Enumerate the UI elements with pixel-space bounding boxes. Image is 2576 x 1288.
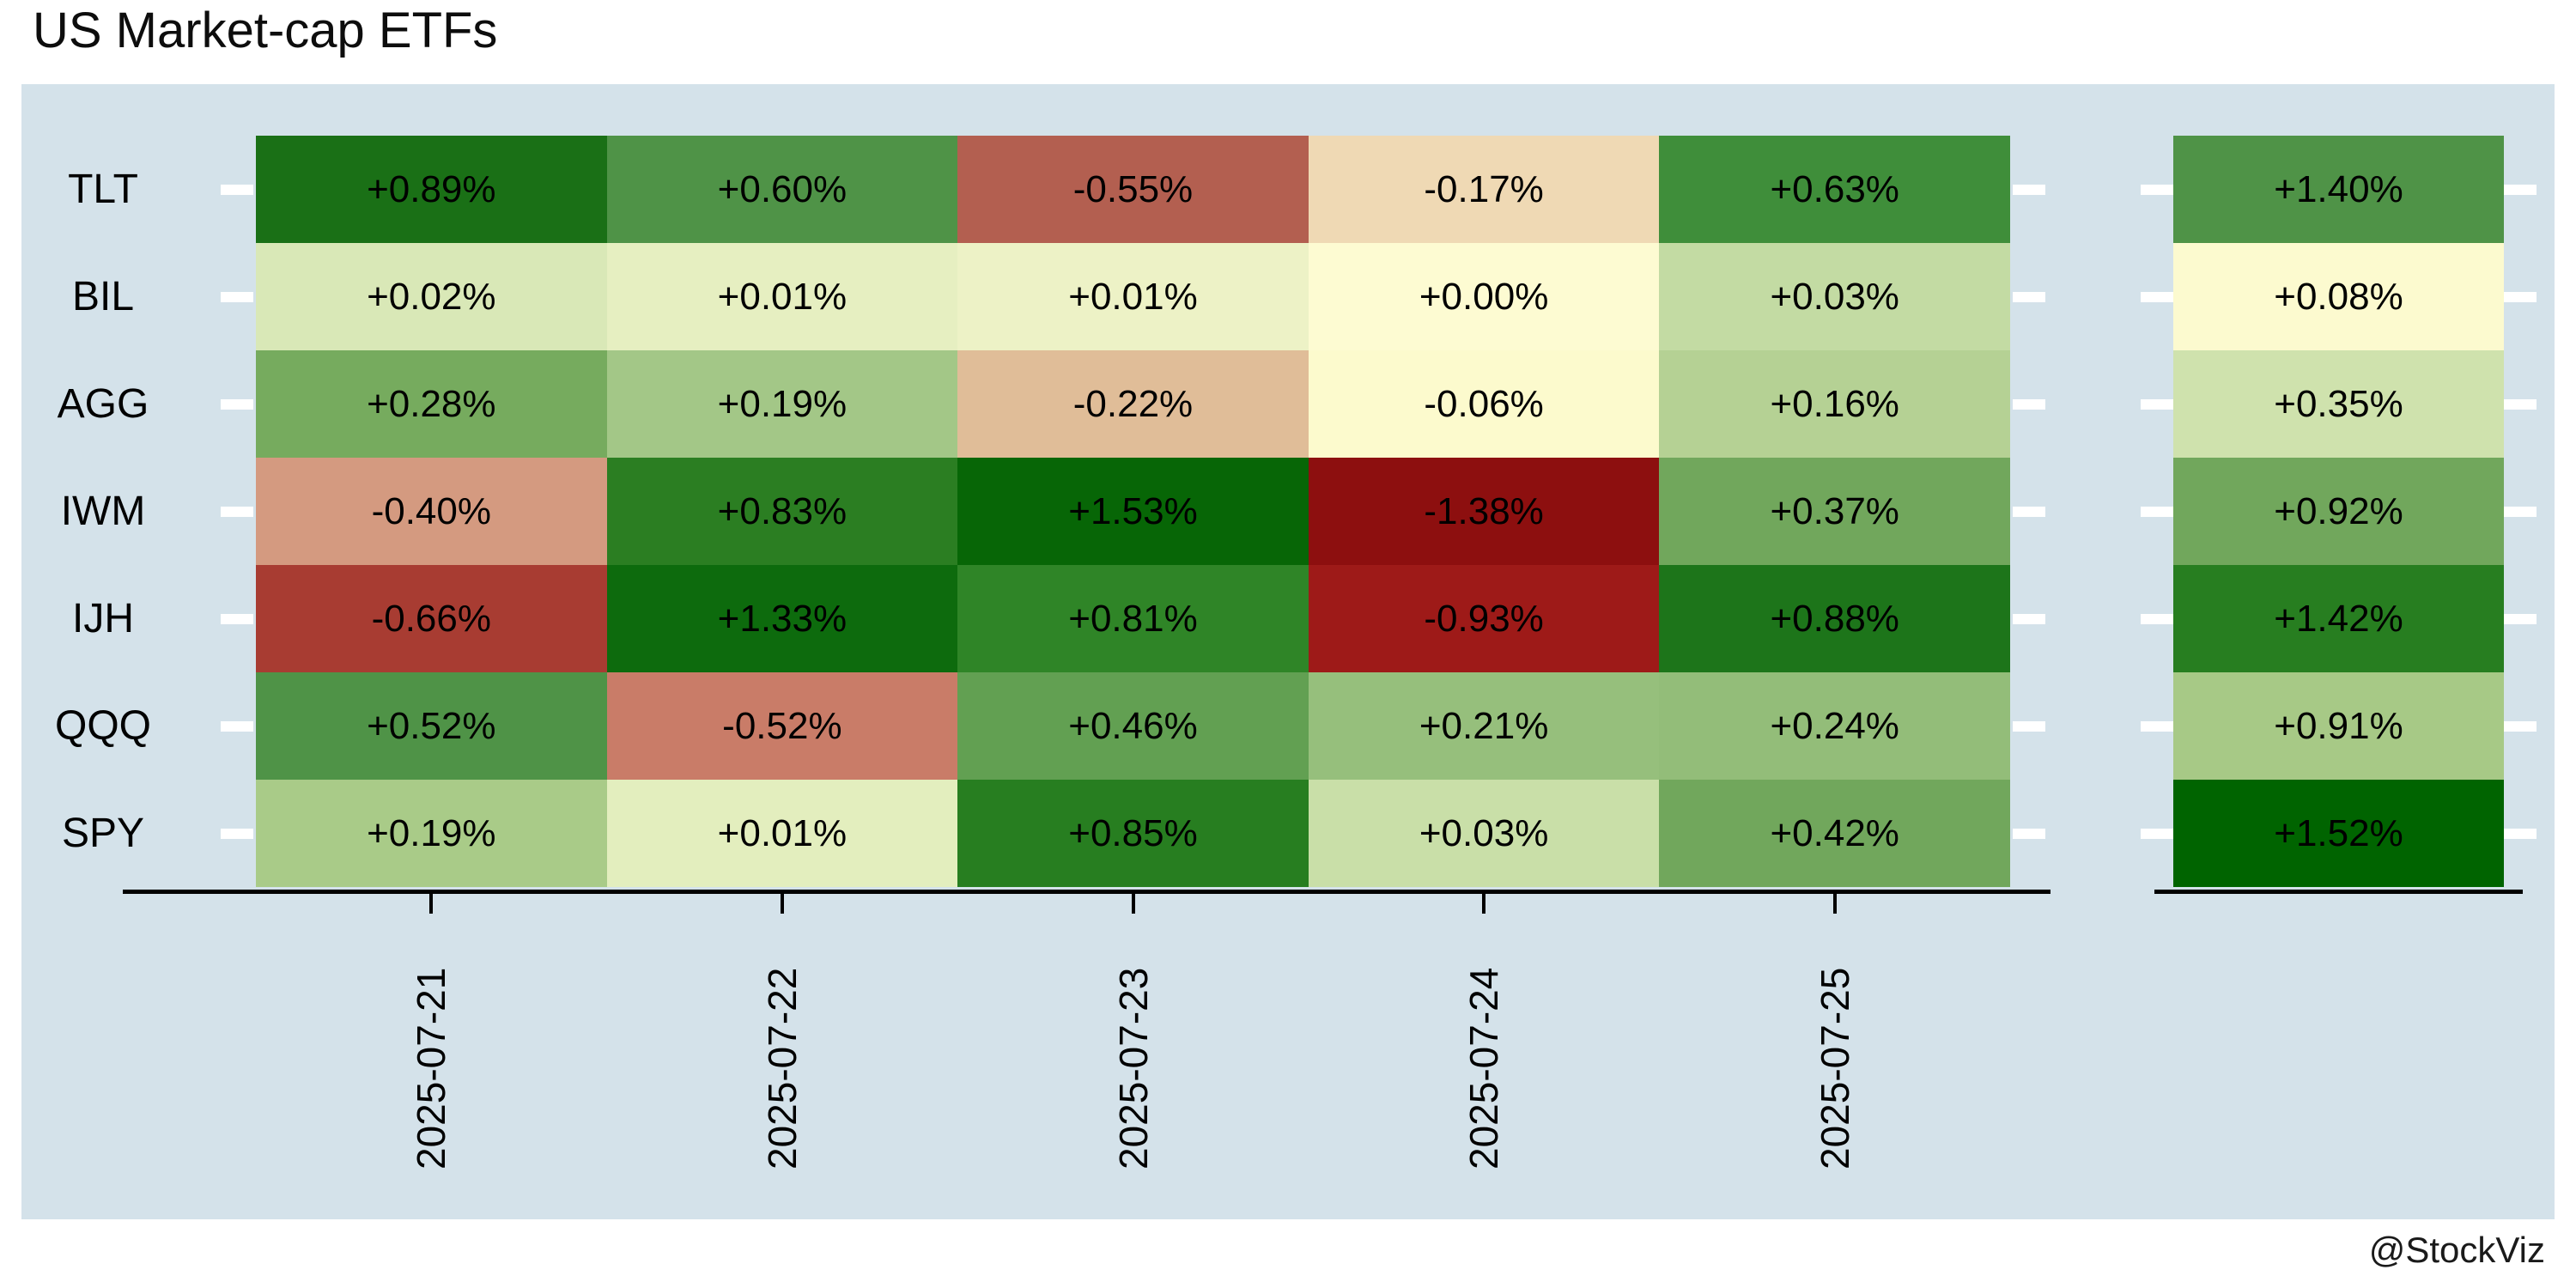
heatmap-cell: +0.37% [1659,458,2010,565]
heatmap-cell: -1.38% [1308,458,1660,565]
row-label: TLT [68,167,138,212]
y-tick [221,291,253,302]
heatmap-cell: +0.28% [256,350,607,458]
heatmap-cell: +1.33% [606,565,958,672]
x-tick [1482,894,1486,914]
y-tick [2141,184,2173,195]
row-label: QQQ [54,703,151,749]
x-tick [780,894,784,914]
row-label: IWM [60,489,146,534]
y-tick [2013,184,2045,195]
y-tick [2141,398,2173,410]
date-label: 2025-07-22 [759,967,805,1170]
heatmap-cell: +0.89% [256,136,607,243]
y-tick [2504,828,2537,839]
y-tick [2013,613,2045,624]
row-label: AGG [57,381,149,427]
heatmap-cell: +0.24% [1659,672,2010,780]
y-tick [2504,184,2537,195]
chart-title: US Market-cap ETFs [33,3,498,58]
x-tick [429,894,434,914]
heatmap-cell: +0.52% [256,672,607,780]
y-tick [2504,291,2537,302]
date-label: 2025-07-25 [1812,967,1857,1170]
total-cell: +0.92% [2173,458,2504,565]
heatmap-cell: -0.06% [1308,350,1660,458]
total-cell: +0.08% [2173,243,2504,350]
heatmap-cell: +0.81% [957,565,1309,672]
heatmap-cell: +0.02% [256,243,607,350]
row-label: IJH [72,596,134,641]
y-tick [221,506,253,517]
y-tick [221,613,253,624]
total-cell: +1.40% [2173,136,2504,243]
date-label: 2025-07-21 [409,967,454,1170]
y-tick [2013,720,2045,732]
y-tick [2013,291,2045,302]
y-tick [2013,398,2045,410]
total-cell: +0.91% [2173,672,2504,780]
heatmap-cell: +0.00% [1308,243,1660,350]
heatmap-cell: +0.19% [256,780,607,887]
heatmap-cell: +0.21% [1308,672,1660,780]
heatmap-cell: -0.40% [256,458,607,565]
y-tick [221,720,253,732]
heatmap-cell: +0.01% [957,243,1309,350]
y-tick [2504,720,2537,732]
date-label: 2025-07-23 [1110,967,1156,1170]
heatmap-cell: +0.01% [606,780,958,887]
heatmap-cell: +0.42% [1659,780,2010,887]
x-tick [1832,894,1837,914]
y-tick [2141,291,2173,302]
y-tick [2504,613,2537,624]
total-cell: +1.42% [2173,565,2504,672]
heatmap-cell: +0.60% [606,136,958,243]
heatmap-cell: +1.53% [957,458,1309,565]
heatmap-cell: -0.93% [1308,565,1660,672]
y-tick [2013,506,2045,517]
row-label: SPY [61,811,145,856]
total-cell: +0.35% [2173,350,2504,458]
total-cell: +1.52% [2173,780,2504,887]
y-tick [221,184,253,195]
heatmap-cell: +0.88% [1659,565,2010,672]
y-tick [2141,506,2173,517]
heatmap-cell: +0.03% [1659,243,2010,350]
y-tick [2141,828,2173,839]
heatmap-cell: -0.52% [606,672,958,780]
heatmap-cell: +0.19% [606,350,958,458]
heatmap-cell: -0.22% [957,350,1309,458]
date-label: 2025-07-24 [1461,967,1507,1170]
heatmap-cell: +0.85% [957,780,1309,887]
attribution: @StockViz [2368,1230,2545,1270]
heatmap-cell: +0.16% [1659,350,2010,458]
heatmap-cell: +0.83% [606,458,958,565]
heatmap-cell: -0.66% [256,565,607,672]
x-tick [1131,894,1135,914]
row-label: BIL [71,274,135,319]
heatmap-cell: -0.17% [1308,136,1660,243]
y-tick [2013,828,2045,839]
y-tick [2141,720,2173,732]
heatmap-cell: +0.63% [1659,136,2010,243]
y-tick [2504,506,2537,517]
y-tick [2504,398,2537,410]
y-tick [221,398,253,410]
x-axis-line [2154,890,2523,894]
y-tick [221,828,253,839]
heatmap-cell: -0.55% [957,136,1309,243]
y-tick [2141,613,2173,624]
heatmap-cell: +0.46% [957,672,1309,780]
heatmap-cell: +0.01% [606,243,958,350]
x-axis-line [123,890,2050,894]
heatmap-cell: +0.03% [1308,780,1660,887]
